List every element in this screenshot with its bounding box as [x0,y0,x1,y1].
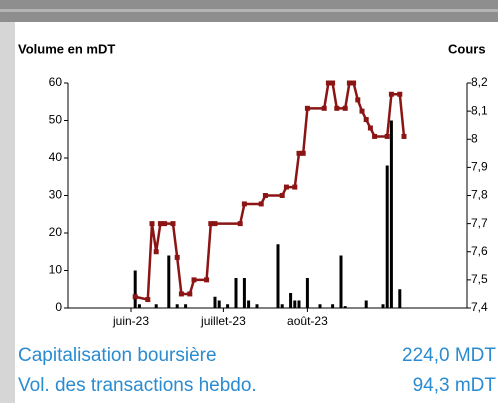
price-marker [355,97,361,103]
price-marker [330,80,336,86]
volume-bar [242,278,246,308]
y-tick-label: 30 [49,188,63,202]
volume-bar [226,304,230,308]
price-marker [401,133,407,139]
volume-bar [343,306,347,308]
price-marker [258,201,264,207]
summary-value: 224,0 MDT [402,345,496,366]
price-marker [346,80,352,86]
y2-tick-label: 8 [471,131,478,145]
panel [15,22,498,403]
price-marker [325,80,331,86]
y-axis-title: Volume en mDT [18,41,115,56]
price-marker [363,117,369,123]
volume-bar [339,255,343,308]
price-marker [334,105,340,111]
price-marker [174,254,180,260]
summary-value: 94,3 mDT [413,375,497,396]
volume-bar [255,304,259,308]
volume-bar [175,304,179,308]
volume-bar [280,304,284,308]
price-marker [279,193,285,198]
volume-bar [133,270,137,308]
summary-label: Capitalisation boursière [18,345,217,366]
price-marker [262,193,268,198]
price-marker [351,80,357,86]
volume-bar [389,120,393,308]
x-tick-label: juin-23 [112,314,149,328]
price-marker [204,277,210,283]
y2-tick-label: 7,7 [471,216,488,230]
y2-tick-label: 8,1 [471,103,488,117]
volume-bar [305,278,309,308]
volume-bar [318,304,322,308]
price-marker [304,105,310,111]
y2-tick-label: 8,2 [471,75,488,89]
price-marker [292,184,298,190]
y2-tick-label: 7,5 [471,272,488,286]
y2-axis-title: Cours [448,41,486,56]
volume-bar [331,304,335,308]
y2-tick-label: 7,6 [471,244,488,258]
x-tick-label: juillet-23 [200,314,246,328]
price-marker [132,294,138,300]
price-marker [187,291,193,297]
price-marker [153,249,159,255]
price-marker [367,125,373,131]
summary-label: Vol. des transactions hebdo. [18,375,257,396]
price-marker [241,201,247,207]
volume-bar [217,300,221,308]
price-marker [178,291,184,297]
y2-tick-label: 7,9 [471,160,488,174]
volume-bar [398,289,402,308]
price-marker [149,221,155,227]
y-tick-label: 0 [55,300,62,314]
volume-bar [213,296,217,308]
x-tick-label: août-23 [287,314,328,328]
price-marker [283,184,289,190]
price-line [134,81,406,302]
volume-bar [167,255,171,308]
price-marker [212,221,218,227]
price-marker [208,221,214,227]
price-marker [388,91,394,97]
volume-bar [364,300,368,308]
price-marker [397,91,403,97]
y2-tick-label: 7,8 [471,188,488,202]
y-tick-label: 20 [49,225,63,239]
price-marker [157,221,163,227]
top-bar-line [0,9,498,12]
price-marker [162,221,168,227]
volume-bar [293,300,297,308]
price-marker [384,133,390,139]
y-tick-label: 40 [49,150,63,164]
volume-bar [276,244,280,308]
price-marker [145,297,151,303]
volume-bar [247,300,251,308]
volume-bar [234,278,238,308]
price-marker [359,108,365,114]
volume-bar [289,293,293,308]
price-marker [170,221,176,227]
left-strip [0,22,15,403]
price-marker [372,133,378,139]
volume-bar [381,304,385,308]
volume-bar [297,300,301,308]
y-tick-label: 60 [49,75,63,89]
price-marker [237,221,243,227]
price-marker [300,150,306,156]
price-marker [191,277,197,283]
y-tick-label: 10 [49,263,63,277]
y-tick-label: 50 [49,113,63,127]
price-marker [342,105,348,111]
volume-bar [137,304,141,308]
price-marker [321,105,327,111]
y2-tick-label: 7,4 [471,300,488,314]
volume-bar [385,165,389,308]
price-marker [296,150,302,156]
volume-bar [184,304,188,308]
volume-bar [154,304,158,308]
